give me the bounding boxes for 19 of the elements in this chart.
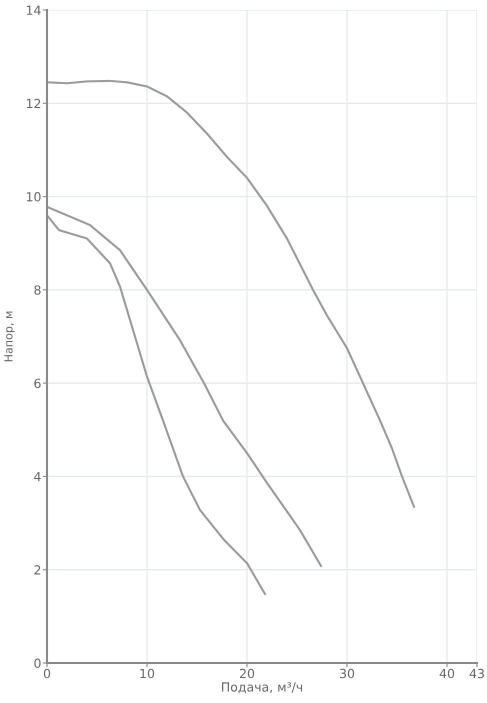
y-tick-label: 0: [34, 658, 41, 668]
y-tick-label: 6: [34, 378, 41, 388]
x-tick-label: 40: [440, 668, 454, 678]
y-tick-label: 14: [26, 6, 41, 15]
y-axis-title: Напор, м: [4, 312, 15, 362]
x-tick-label: 0: [44, 668, 50, 678]
x-tick-label: 10: [140, 668, 154, 678]
x-tick-label: 30: [340, 668, 354, 678]
x-tick-label: 43: [470, 668, 484, 678]
y-tick-label: 4: [34, 472, 41, 482]
line-series: [47, 206, 322, 568]
y-tick-label: 8: [34, 285, 41, 295]
line-series: [47, 80, 416, 508]
y-tick-label: 2: [34, 565, 40, 574]
line-series: [47, 214, 266, 596]
x-axis-title: Подача, м³/ч: [222, 682, 302, 694]
x-tick-label: 20: [240, 668, 254, 678]
y-tick-label: 10: [26, 192, 41, 202]
y-tick-label: 12: [26, 98, 40, 108]
